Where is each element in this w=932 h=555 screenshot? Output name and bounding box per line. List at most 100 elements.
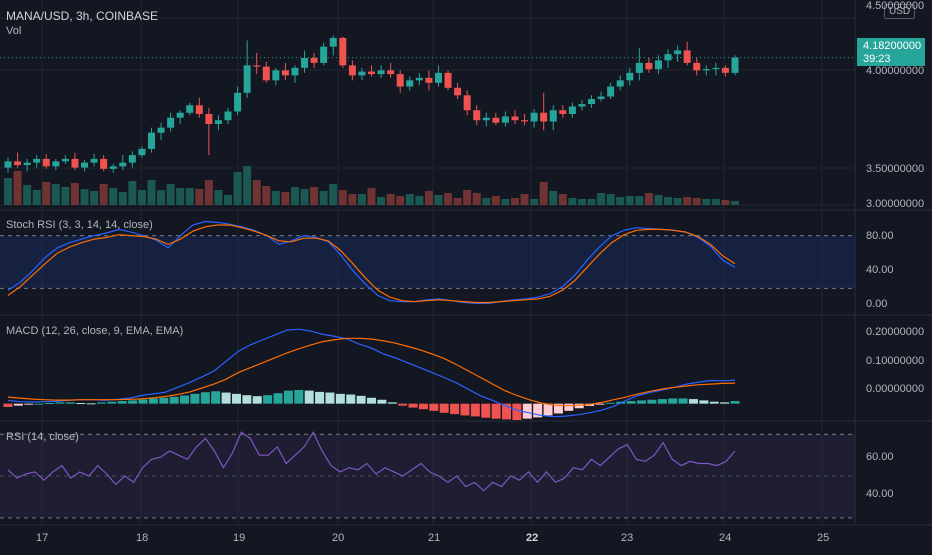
candle-body [721,67,729,73]
time-axis-tick: 18 [136,532,149,544]
volume-bar [539,182,548,205]
rsi-legend: RSI (14, close) [6,431,79,443]
macd-histogram-bar [221,392,231,404]
macd-histogram-bar [439,403,449,413]
macd-histogram-bar [543,403,553,416]
macd-histogram-bar [34,403,44,405]
candle-body [616,80,624,87]
candle-body [176,112,184,118]
candle-body [253,65,261,67]
time-axis-tick: 25 [817,532,830,544]
volume-bar [721,200,730,205]
macd-histogram-bar [730,401,740,404]
time-axis-tick: 22 [526,532,539,544]
volume-bar [166,184,175,205]
candle-body [320,46,328,63]
candle-body [626,72,634,81]
candle-body [463,95,471,111]
candle-body [396,74,404,87]
candle-body [310,57,318,63]
volume-bar [463,190,472,205]
volume-bar [606,194,615,205]
macd-histogram-bar [668,398,678,404]
macd-histogram-bar [263,395,273,404]
macd-histogram-bar [553,403,563,414]
macd-histogram-bar [86,403,96,405]
volume-bar [195,189,204,205]
macd-histogram-bar [190,393,200,404]
volume-bar [262,186,271,205]
macd-histogram-bar [470,403,480,417]
candle-body [645,62,653,70]
macd-histogram-bar [76,403,86,405]
volume-bar [530,199,539,205]
candle-body [425,77,433,83]
candle-body [128,155,136,163]
volume-bar [42,182,51,205]
stoch-axis-tick: 40.00 [866,264,894,276]
macd-histogram-bar [408,403,418,408]
volume-bar [137,190,146,205]
candle-body [473,110,481,121]
macd-histogram-bar [678,398,688,404]
time-axis-tick: 17 [36,532,49,544]
candle-body [109,166,117,169]
time-axis-tick: 23 [621,532,634,544]
macd-histogram-bar [377,399,387,404]
macd-histogram-bar [304,390,314,404]
volume-legend: Vol [6,25,22,37]
macd-histogram-bar [356,395,366,404]
macd-histogram-bar [533,403,543,418]
candle-body [81,162,89,168]
candle-body [444,72,452,88]
time-axis-tick: 24 [719,532,732,544]
macd-histogram-bar [595,403,605,405]
macd-histogram-bar [55,402,65,404]
candle-body [329,37,337,47]
candle-body [358,71,366,76]
candle-body [654,60,662,70]
macd-histogram-bar [460,403,470,416]
volume-bar [405,194,414,205]
macd-histogram-bar [273,393,283,404]
candle-body [205,113,213,124]
candle-body [530,112,538,122]
currency-selector[interactable]: USD [884,4,916,19]
volume-bar [396,196,405,205]
macd-histogram-bar [200,392,210,404]
rsi-axis-tick: 40.00 [866,488,894,500]
macd-histogram-bar [315,391,325,404]
volume-bar [577,199,586,205]
candle-body [42,158,50,167]
candle-body [712,67,720,70]
macd-histogram-bar [657,399,667,404]
macd-histogram-bar [211,391,221,404]
volume-bar [731,201,739,205]
candle-body [482,117,490,121]
volume-bar [444,193,453,205]
volume-bar [453,198,462,205]
last-price-value: 4.18200000 [863,40,922,52]
stoch-rsi-legend: Stoch RSI (3, 3, 14, 14, close) [6,219,153,231]
volume-bar [510,198,519,205]
candle-body [147,132,155,149]
candle-body [578,104,586,107]
candle-body [511,116,519,121]
candle-body [71,158,79,168]
macd-histogram-bar [512,403,522,420]
macd-axis-tick: 0.20000000 [866,326,925,338]
volume-bar [568,198,577,205]
volume-bar [711,199,720,205]
volume-bar [597,193,606,205]
volume-bar [520,194,529,205]
price-axis-tick: 3.50000000 [866,163,925,175]
volume-bar [319,191,328,205]
candle-body [291,67,299,76]
volume-bar [587,199,596,205]
candle-body [234,92,242,112]
volume-bar [434,195,443,205]
candle-body [90,158,98,163]
volume-bar [310,187,319,205]
